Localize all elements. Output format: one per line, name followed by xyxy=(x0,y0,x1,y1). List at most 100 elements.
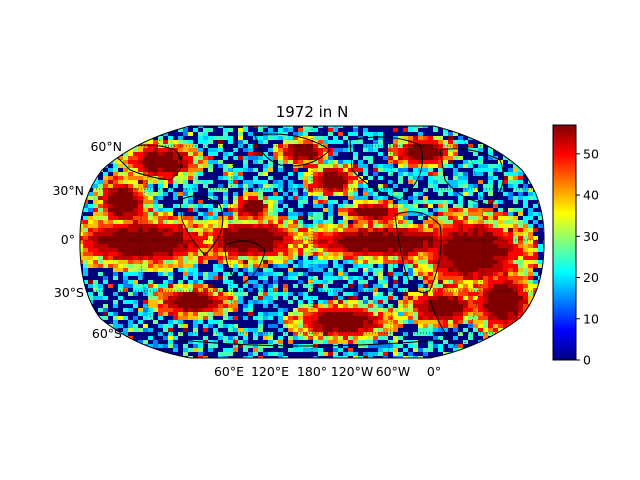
heat-cell xyxy=(268,200,273,204)
heat-cell xyxy=(253,236,258,240)
heat-cell xyxy=(323,172,328,176)
heat-cell xyxy=(353,220,358,224)
heat-cell xyxy=(318,164,323,168)
heat-cell xyxy=(283,156,288,160)
heat-cell xyxy=(338,244,343,248)
heat-cell xyxy=(418,288,423,292)
heat-cell xyxy=(198,356,203,358)
heat-cell xyxy=(438,204,443,208)
heat-cell xyxy=(188,280,193,284)
heat-cell xyxy=(298,308,303,312)
heat-cell xyxy=(473,208,478,212)
heat-cell xyxy=(133,244,138,248)
heat-cell xyxy=(308,188,313,192)
heat-cell xyxy=(143,220,148,224)
heat-cell xyxy=(303,248,308,252)
heat-cell xyxy=(288,128,293,132)
heat-cell xyxy=(483,292,488,296)
heat-cell xyxy=(228,248,233,252)
heat-cell xyxy=(523,188,528,192)
heat-cell xyxy=(493,212,498,216)
heat-cell xyxy=(453,244,458,248)
heat-cell xyxy=(173,204,178,208)
heat-cell xyxy=(168,324,173,328)
heat-cell xyxy=(493,240,498,244)
heat-cell xyxy=(473,228,478,232)
heat-cell xyxy=(228,164,233,168)
heat-cell xyxy=(288,156,293,160)
heat-cell xyxy=(298,156,303,160)
heat-cell xyxy=(163,264,168,268)
heat-cell xyxy=(468,268,473,272)
heat-cell xyxy=(243,126,248,128)
heat-cell xyxy=(408,220,413,224)
heat-cell xyxy=(378,304,383,308)
heat-cell xyxy=(438,144,443,148)
heat-cell xyxy=(258,320,263,324)
heat-cell xyxy=(123,248,128,252)
heat-cell xyxy=(113,320,118,324)
heat-cell xyxy=(88,344,93,348)
heat-cell xyxy=(438,164,443,168)
heat-cell xyxy=(358,260,363,264)
heat-cell xyxy=(393,324,398,328)
heat-cell xyxy=(198,344,203,348)
heat-cell xyxy=(293,248,298,252)
heat-cell xyxy=(418,304,423,308)
heat-cell xyxy=(203,296,208,300)
heat-cell xyxy=(218,236,223,240)
heat-cell xyxy=(453,176,458,180)
heat-cell xyxy=(428,176,433,180)
heat-cell xyxy=(263,184,268,188)
heat-cell xyxy=(353,316,358,320)
heat-cell xyxy=(493,296,498,300)
heat-cell xyxy=(438,344,443,348)
heat-cell xyxy=(138,320,143,324)
heat-cell xyxy=(398,312,403,316)
heat-cell xyxy=(263,136,268,140)
heat-cell xyxy=(368,160,373,164)
heat-cell xyxy=(543,348,545,352)
heat-cell xyxy=(188,272,193,276)
heat-cell xyxy=(243,336,248,340)
heat-cell xyxy=(98,348,103,352)
heat-cell xyxy=(183,288,188,292)
heat-cell xyxy=(208,240,213,244)
heat-cell xyxy=(248,328,253,332)
heat-cell xyxy=(183,264,188,268)
heat-cell xyxy=(158,148,163,152)
heat-cell xyxy=(233,324,238,328)
heat-cell xyxy=(83,304,88,308)
heat-cell xyxy=(343,220,348,224)
heat-cell xyxy=(383,252,388,256)
heat-cell xyxy=(303,172,308,176)
heat-cell xyxy=(493,308,498,312)
heat-cell xyxy=(403,136,408,140)
heat-cell xyxy=(458,296,463,300)
heat-cell xyxy=(118,156,123,160)
heat-cell xyxy=(293,156,298,160)
heat-cell xyxy=(133,284,138,288)
heat-cell xyxy=(158,140,163,144)
heat-cell xyxy=(83,220,88,224)
heat-cell xyxy=(223,128,228,132)
heat-cell xyxy=(208,292,213,296)
heat-cell xyxy=(238,256,243,260)
heat-cell xyxy=(488,264,493,268)
heat-cell xyxy=(478,260,483,264)
heat-cell xyxy=(373,344,378,348)
heat-cell xyxy=(133,232,138,236)
heat-cell xyxy=(228,136,233,140)
heat-cell xyxy=(163,328,168,332)
heat-cell xyxy=(438,180,443,184)
heat-cell xyxy=(498,288,503,292)
heat-cell xyxy=(273,296,278,300)
heat-cell xyxy=(338,296,343,300)
heat-cell xyxy=(83,272,88,276)
heat-cell xyxy=(128,236,133,240)
heat-cell xyxy=(328,320,333,324)
heat-cell xyxy=(173,140,178,144)
heat-cell xyxy=(88,244,93,248)
heat-cell xyxy=(343,292,348,296)
heat-cell xyxy=(473,292,478,296)
